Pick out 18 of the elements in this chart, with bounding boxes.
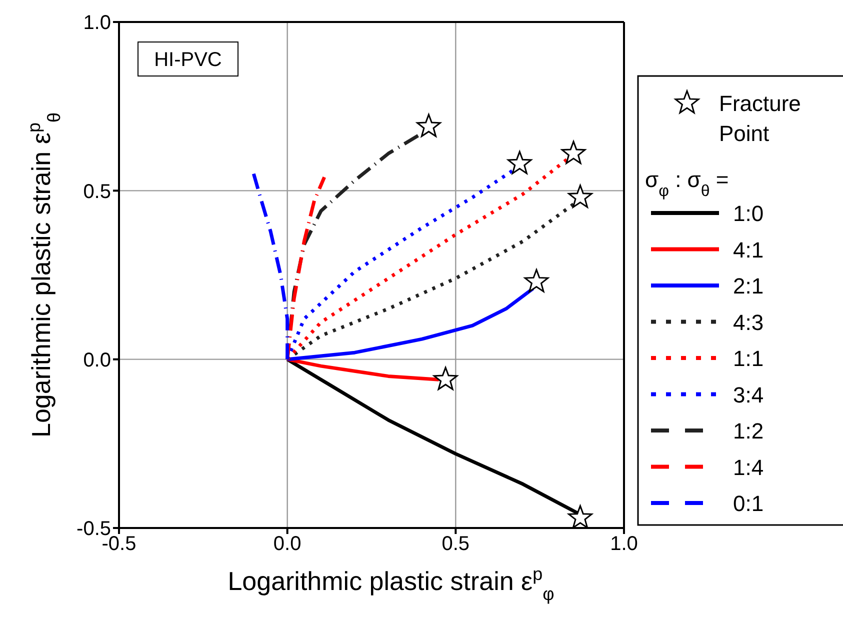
legend-label: 4:1 bbox=[733, 237, 764, 262]
x-tick-label: 1.0 bbox=[610, 533, 638, 556]
annotation: HI-PVC bbox=[154, 49, 222, 71]
x-tick-label: 0.0 bbox=[273, 533, 302, 556]
legend-title: σ$_{φ}$ : σ$_{θ}$ = bbox=[645, 167, 729, 200]
x-tick-label: 0.5 bbox=[442, 533, 470, 556]
legend-label: 1:0 bbox=[733, 201, 764, 226]
legend-label: 4:3 bbox=[733, 310, 764, 335]
legend-label: 1:2 bbox=[733, 418, 764, 444]
legend-label: Fracture Point bbox=[719, 91, 801, 146]
legend-label: 3:4 bbox=[733, 382, 764, 408]
legend-label: 2:1 bbox=[733, 274, 764, 298]
y-tick-label: 0.5 bbox=[83, 180, 111, 203]
y-tick-label: 0.0 bbox=[83, 349, 111, 372]
y-tick-label: 1.0 bbox=[83, 12, 111, 34]
legend-label: 1:4 bbox=[733, 454, 764, 480]
legend-label: 1:1 bbox=[733, 346, 764, 371]
legend-label: 0:1 bbox=[733, 491, 764, 516]
